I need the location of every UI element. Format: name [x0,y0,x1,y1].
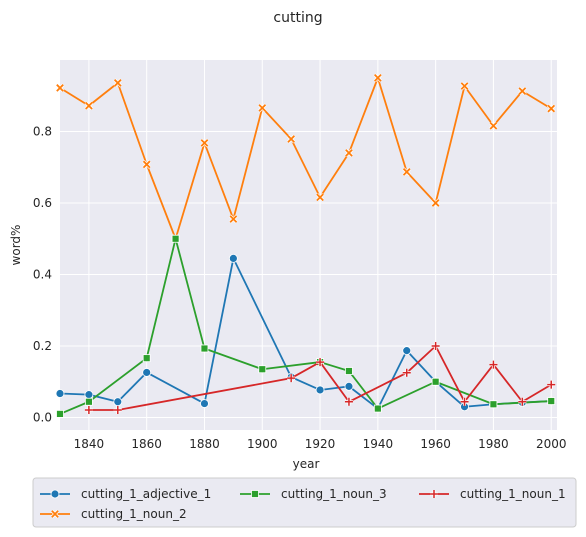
series-line [59,237,552,415]
data-point [431,198,440,208]
data-point [431,377,440,386]
data-point [546,104,556,113]
data-point [402,368,411,377]
x-axis-label: year [293,457,320,471]
legend-marker [430,490,438,498]
data-point [113,405,122,414]
y-tick-label: 0.6 [33,196,52,210]
data-point [489,400,498,409]
data-point [460,397,469,406]
series-cutting_1_noun_1 [84,341,556,414]
data-point [373,73,383,83]
data-point [345,367,353,375]
data-point [142,354,151,363]
legend-item: cutting_1_noun_2 [40,507,187,521]
y-tick-label: 0.0 [33,410,52,424]
legend-item: cutting_1_noun_1 [419,487,566,501]
x-tick-label: 1940 [363,437,394,451]
x-tick-label: 1980 [478,437,509,451]
x-tick-label: 1960 [420,437,451,451]
data-point [84,397,93,406]
data-point [286,134,296,144]
y-ticks: 0.0 0.2 0.4 0.6 0.8 [33,124,52,424]
data-point [200,344,209,353]
x-tick-label: 2000 [536,437,567,451]
data-point [84,101,94,111]
data-point [344,381,354,391]
data-point [402,167,412,177]
y-tick-label: 0.4 [33,267,52,281]
data-point [344,397,353,406]
x-tick-label: 1880 [189,437,220,451]
grid [60,60,557,430]
series-line [59,257,552,410]
data-point [460,81,469,91]
data-point [517,86,527,96]
data-point [228,254,238,263]
data-point [142,368,152,377]
data-point [229,214,238,224]
legend-item: cutting_1_noun_3 [240,487,387,501]
data-point [200,399,209,408]
data-point [315,192,325,202]
data-point [113,78,123,88]
legend-label: cutting_1_noun_2 [81,507,187,521]
legend-marker [251,490,259,498]
x-tick-label: 1840 [74,437,105,451]
x-tick-label: 1920 [305,437,336,451]
data-point [84,405,93,414]
data-point [55,389,65,398]
x-tick-label: 1900 [247,437,278,451]
data-point [489,360,498,369]
data-point [257,103,267,113]
legend-marker [50,509,60,519]
data-point [287,374,296,383]
x-tick-label: 1860 [131,437,162,451]
data-point [402,346,412,356]
data-point [344,148,354,158]
data-point [113,397,123,407]
legend-box [32,477,577,528]
data-point [316,358,325,367]
series-cutting_1_noun_2 [55,73,556,244]
data-point [518,397,527,406]
legend-item: cutting_1_adjective_1 [40,487,211,501]
data-point [547,380,556,389]
data-point [431,341,440,350]
legend: cutting_1_adjective_1 cutting_1_noun_2 cut… [32,477,577,528]
y-tick-label: 0.2 [33,339,52,353]
data-point [84,390,94,400]
y-axis-label: word% [9,225,23,266]
series-line [59,76,552,240]
data-point [142,160,152,169]
legend-marker [50,489,60,499]
chart-title: cutting [273,10,322,26]
data-point [200,138,209,148]
data-point [56,410,64,418]
data-point [373,404,382,413]
data-point [489,121,498,131]
data-point [55,83,65,93]
data-point [258,365,267,374]
data-point [547,397,556,405]
y-tick-label: 0.8 [33,124,52,138]
legend-label: cutting_1_noun_1 [460,487,566,501]
legend-label: cutting_1_adjective_1 [81,487,211,501]
data-point [171,234,180,243]
plot-area [60,60,557,430]
x-ticks: 1840 1860 1880 1900 1920 1940 1960 1980 2000 [74,437,567,451]
data-point [315,385,325,395]
series-layer [55,73,556,418]
legend-label: cutting_1_noun_3 [281,487,387,501]
